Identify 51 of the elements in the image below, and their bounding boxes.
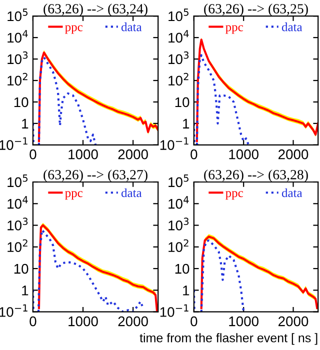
chart-title: (63,26) --> (63,28) [204, 170, 308, 182]
y-tick-label: 10$^{3}$ [168, 218, 189, 230]
text: ppc [226, 191, 243, 200]
y-tick-label: 10$^{2}$ [8, 72, 28, 86]
y-tick-label: 10$^{3}$ [8, 218, 28, 230]
y-tick-label: 10$^{2}$ [168, 72, 188, 86]
y-tick-label: 10$^{4}$ [168, 196, 189, 209]
legend-label: ppc [65, 25, 82, 34]
y-tick-label: 10$^{5}$ [168, 8, 188, 22]
x-tick-label: 0 [190, 316, 198, 326]
legend-label: data [121, 188, 142, 198]
y-tick-label: 1 [22, 286, 28, 296]
y-tick-label: 10$^{4}$ [168, 30, 189, 43]
y-tick-label: 10$^{5}$ [8, 8, 28, 22]
x-tick-label: 0 [190, 149, 198, 160]
x-tick-label: 2000 [118, 316, 148, 326]
legend-label: data [282, 188, 302, 198]
y-tick-label: 10 [175, 97, 190, 108]
legend-label: data [282, 22, 302, 32]
y-tick-label: 10$^{3}$ [8, 51, 28, 64]
y-tick-label: 10$^{5}$ [168, 174, 188, 188]
series-label: ppc [226, 25, 243, 34]
chart-title: (63,26) --> (63,27) [44, 170, 148, 182]
x-tick-label: 0 [30, 316, 36, 326]
chart-title: (63,26) --> (63,24) [44, 4, 148, 16]
legend-label: ppc [65, 191, 82, 200]
x-tick-label: 0 [30, 149, 36, 160]
x-tick-label: 1000 [68, 316, 98, 326]
chart-title: (63,26) --> (63,25) [204, 4, 308, 16]
y-tick-label: 10 [175, 264, 190, 274]
y-tick-label: 10 [14, 264, 28, 274]
y-tick-label: 1 [183, 286, 190, 296]
y-tick-label: 10$^{5}$ [8, 174, 28, 188]
legend-label: data [121, 22, 142, 32]
y-tick-label: 10$^{3}$ [168, 51, 189, 64]
y-tick-label: 10$^{4}$ [8, 196, 28, 209]
y-tick-label: 10$^{−1}$ [160, 304, 188, 317]
x-tick-label: 2000 [278, 149, 308, 160]
y-tick-label: 10$^{2}$ [8, 239, 28, 252]
x-tick-label: 2000 [118, 149, 148, 160]
y-tick-label: 1 [22, 118, 28, 128]
y-tick-label: 1 [183, 118, 190, 128]
y-tick-label: 10$^{−1}$ [160, 137, 188, 150]
x-tick-label: 1000 [229, 316, 258, 326]
x-tick-label: 1000 [229, 149, 258, 160]
y-tick-label: 10$^{4}$ [8, 30, 28, 43]
x-tick-label: 2000 [278, 316, 308, 326]
y-tick-label: 10 [14, 97, 28, 108]
y-tick-label: 10$^{2}$ [168, 239, 188, 252]
x-tick-label: 1000 [68, 149, 98, 160]
x-axis-title: time from the flasher event [ ns ] [140, 333, 318, 345]
